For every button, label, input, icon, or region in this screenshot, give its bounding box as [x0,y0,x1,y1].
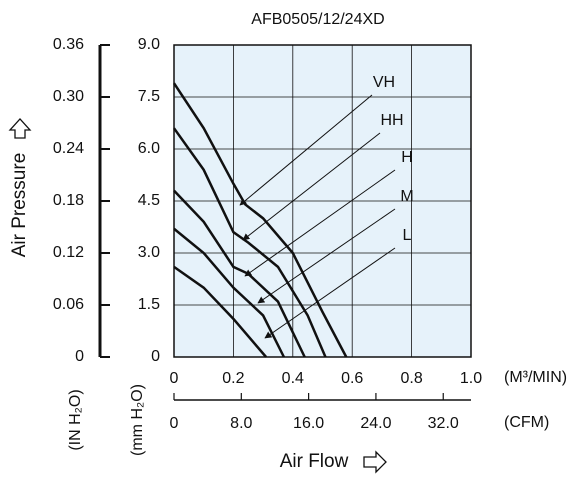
y-arrow [8,118,32,139]
y-unit: (mm H₂O) [129,384,146,456]
curve-label: L [403,227,412,244]
x-tick-label: 1.0 [460,370,482,387]
fan-curve [173,189,306,358]
y-tick-label: 7.5 [138,88,160,105]
leader-line [257,208,396,304]
curve-label: H [401,149,413,166]
x2-tick-label: 24.0 [360,415,391,432]
y-axis-label: Air Pressure [9,153,30,258]
leader-line [264,247,396,339]
y-tick-label: 4.5 [138,192,160,209]
fan-curve [172,127,327,358]
fan-curve [173,265,268,358]
y2-tick-label: 0.30 [53,88,84,105]
leader-line [244,169,396,277]
y2-tick-label: 0.18 [53,192,84,209]
y2-tick-label: 0.36 [53,36,84,53]
curve-label: VH [373,74,395,91]
y2-tick-label: 0 [75,348,84,365]
x2-tick-label: 16.0 [293,415,324,432]
x2-tick-label: 32.0 [428,415,459,432]
curve-label: M [400,188,413,205]
x-arrow [363,450,387,474]
y2-tick-label: 0.12 [53,244,84,261]
y-tick-label: 6.0 [138,140,160,157]
y2-tick-label: 0.06 [53,296,84,313]
x2-tick-label: 8.0 [230,415,252,432]
leader-line [242,132,381,241]
y2-tick-label: 0.24 [53,140,84,157]
x2-tick-label: 0 [170,415,179,432]
x-tick-label: 0 [170,370,179,387]
x2-unit: (CFM) [504,414,549,431]
fan-curve [173,227,286,358]
leader-line [239,94,373,206]
y2-unit: (IN H₂O) [67,389,84,450]
x-unit: (M³/MIN) [504,369,567,386]
y-tick-label: 9.0 [138,36,160,53]
curve-label: HH [380,112,403,129]
y-tick-label: 1.5 [138,296,160,313]
x-axis-label: Air Flow [280,451,349,472]
x-tick-label: 0.2 [222,370,244,387]
chart-title: AFB0505/12/24XD [251,11,384,28]
y-tick-label: 3.0 [138,244,160,261]
x-tick-label: 0.4 [282,370,304,387]
x-tick-label: 0.8 [400,370,422,387]
y-tick-label: 0 [151,348,160,365]
x-tick-label: 0.6 [341,370,363,387]
